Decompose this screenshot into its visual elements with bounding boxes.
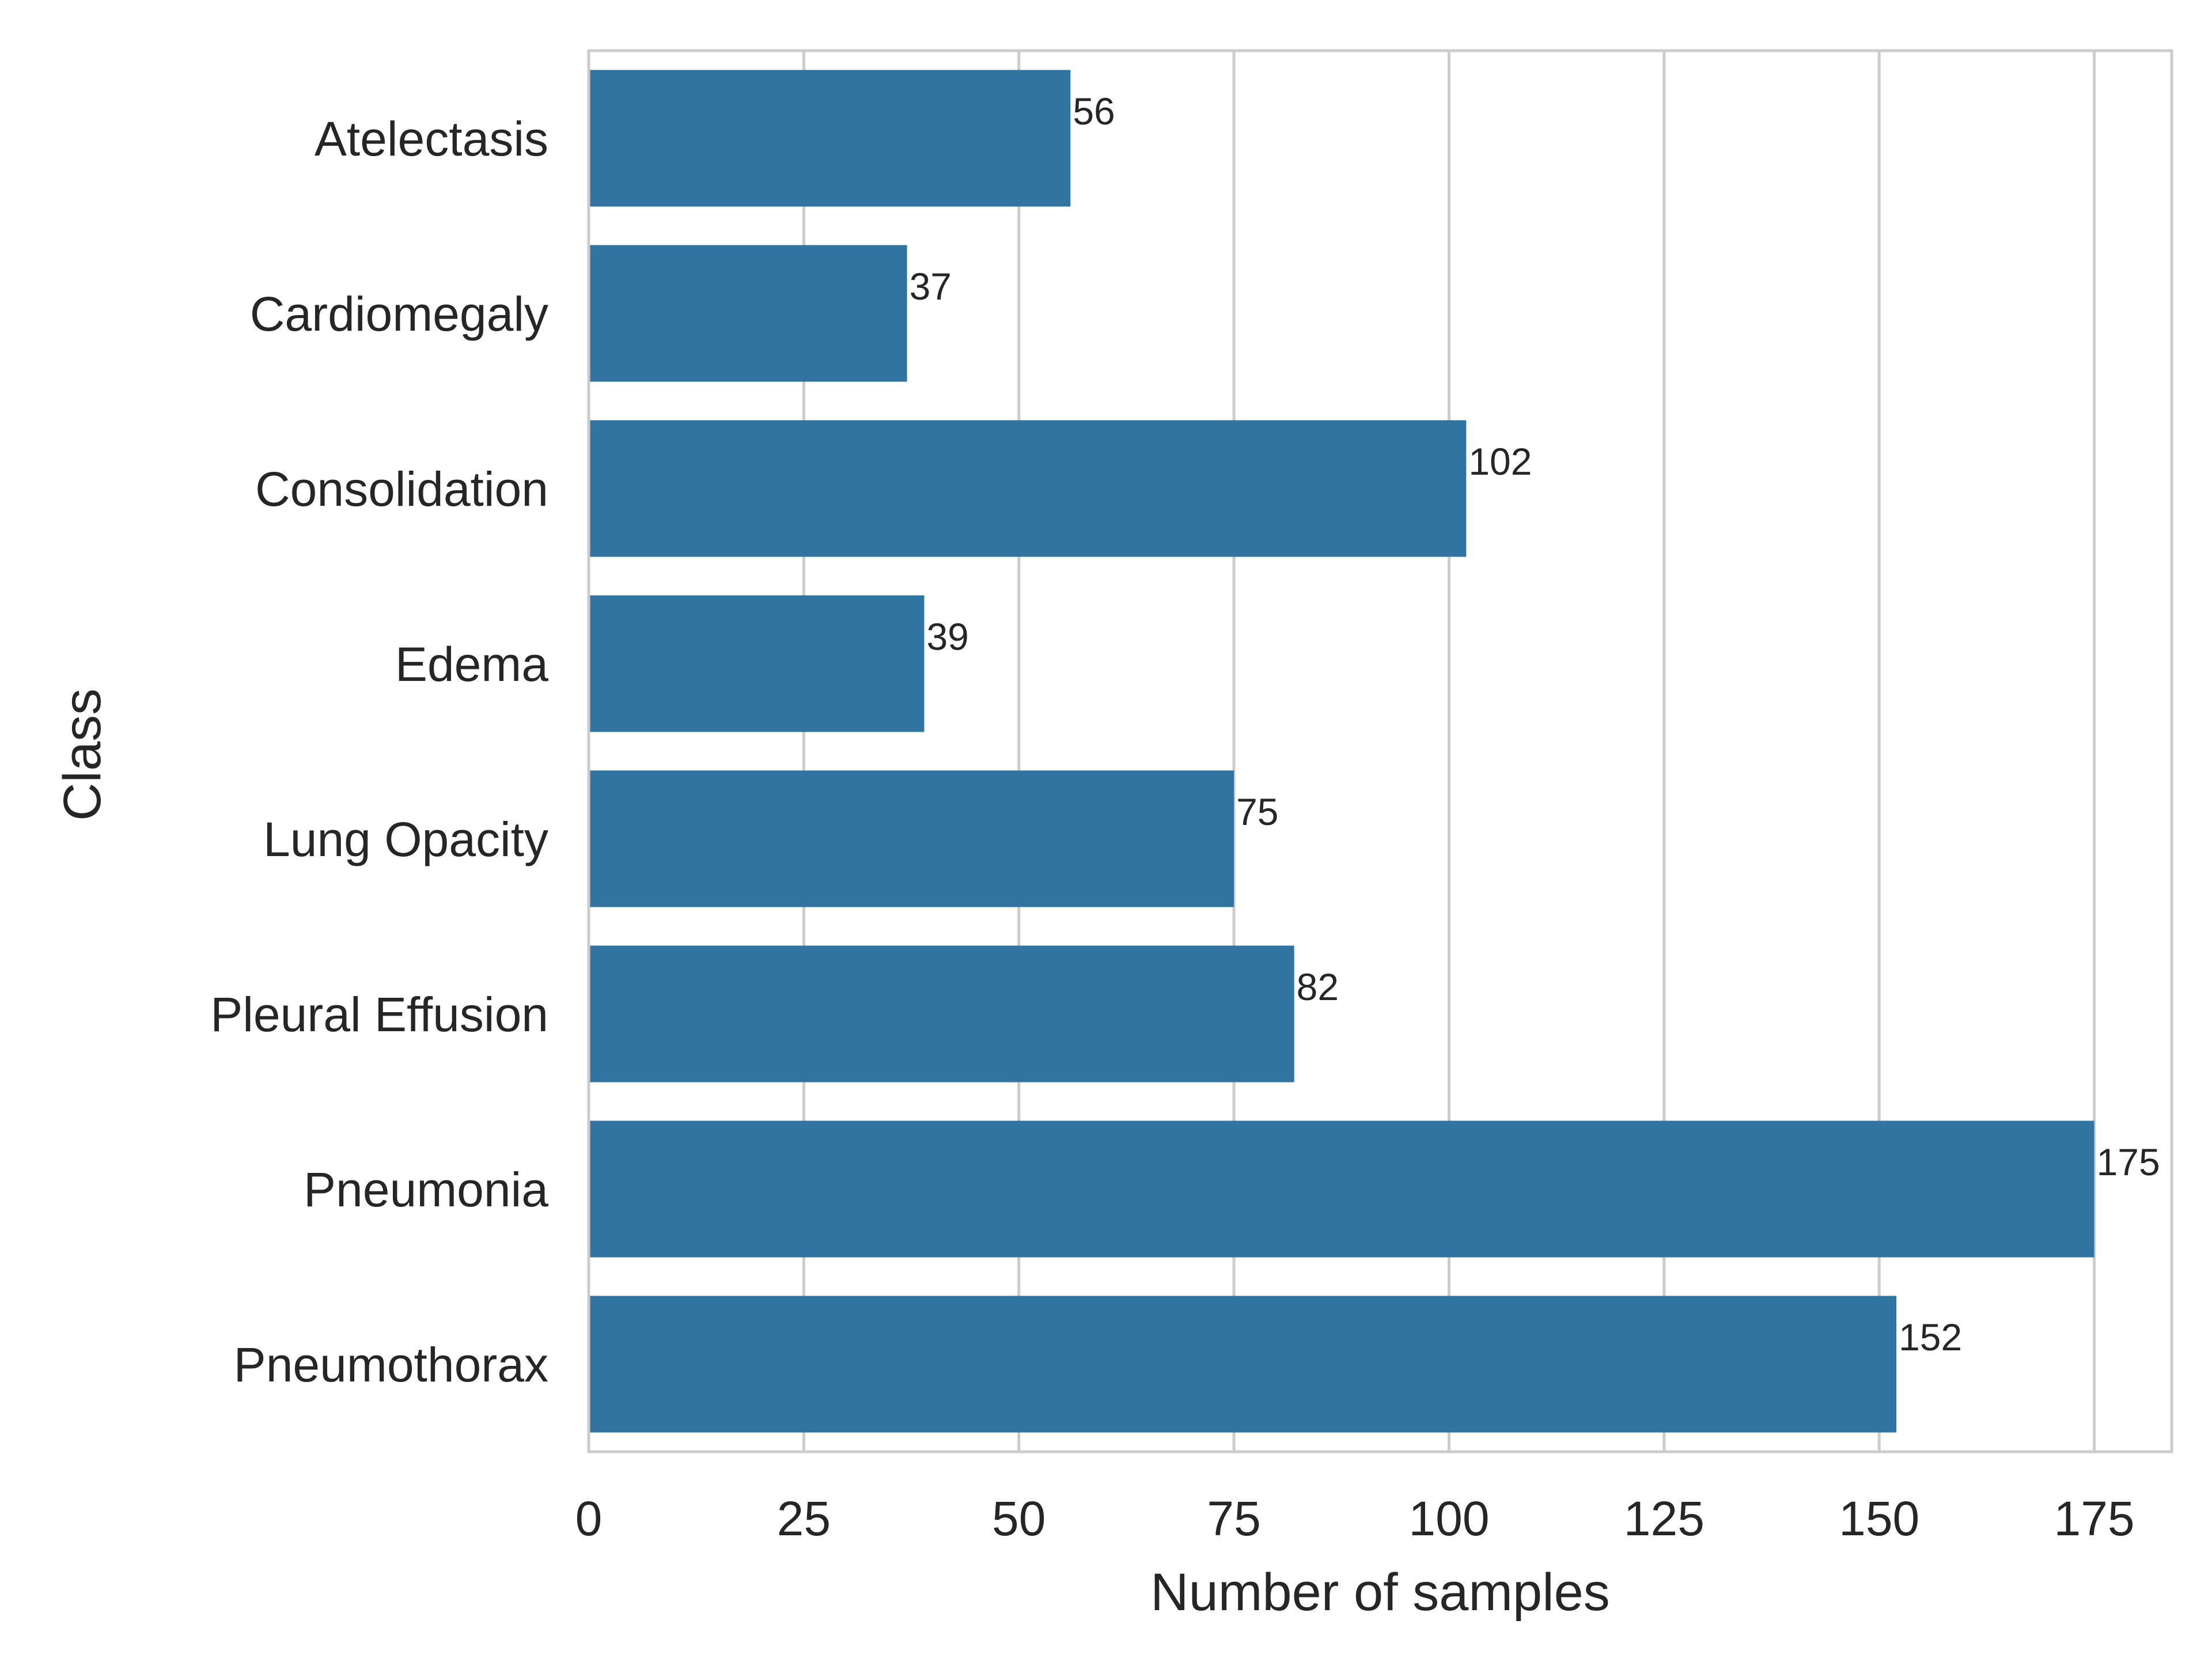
y-tick-label: Lung Opacity <box>263 812 548 866</box>
axes-frame <box>587 49 2173 1453</box>
x-axis-label: Number of samples <box>1150 1563 1610 1622</box>
x-tick-label: 150 <box>1839 1491 1919 1546</box>
bar <box>589 945 1294 1082</box>
bar-value-label: 75 <box>1236 790 1278 833</box>
bar-value-label: 37 <box>910 265 952 308</box>
bar <box>589 1120 2094 1258</box>
x-tick-label: 50 <box>992 1491 1046 1546</box>
x-tick-labels: 0 25 50 75 100 125 150 175 <box>575 1491 2135 1546</box>
y-tick-label: Pneumothorax <box>234 1338 548 1392</box>
y-tick-label: Consolidation <box>255 462 548 516</box>
y-axis-label: Class <box>53 688 112 821</box>
bar-value-label: 152 <box>1899 1316 1962 1358</box>
bar <box>589 420 1467 557</box>
bars <box>589 70 2094 1433</box>
bar-value-label: 82 <box>1297 966 1339 1008</box>
x-tick-label: 75 <box>1207 1491 1260 1546</box>
bar <box>589 1296 1897 1433</box>
bar-value-label: 175 <box>2097 1141 2160 1183</box>
bar-value-label: 56 <box>1073 90 1115 132</box>
data-labels: 56 37 102 39 75 82 175 152 <box>910 90 2160 1358</box>
bar-value-label: 39 <box>926 615 968 658</box>
y-tick-labels: Atelectasis Cardiomegaly Consolidation Edem… <box>210 112 548 1392</box>
y-tick-label: Atelectasis <box>315 112 548 166</box>
bar <box>589 595 925 732</box>
bar <box>589 245 907 382</box>
y-tick-label: Pneumonia <box>304 1163 548 1217</box>
y-tick-label: Edema <box>395 637 548 691</box>
bar <box>589 70 1071 207</box>
x-tick-label: 125 <box>1624 1491 1705 1546</box>
axes-spines <box>587 49 2173 1453</box>
bar-value-label: 102 <box>1468 440 1532 483</box>
bar <box>589 770 1234 907</box>
y-tick-label: Cardiomegaly <box>250 287 548 341</box>
x-tick-label: 175 <box>2054 1491 2135 1546</box>
y-tick-label: Pleural Effusion <box>210 987 548 1042</box>
x-tick-label: 25 <box>777 1491 831 1546</box>
x-tick-label: 100 <box>1408 1491 1489 1546</box>
x-tick-label: 0 <box>575 1491 603 1546</box>
